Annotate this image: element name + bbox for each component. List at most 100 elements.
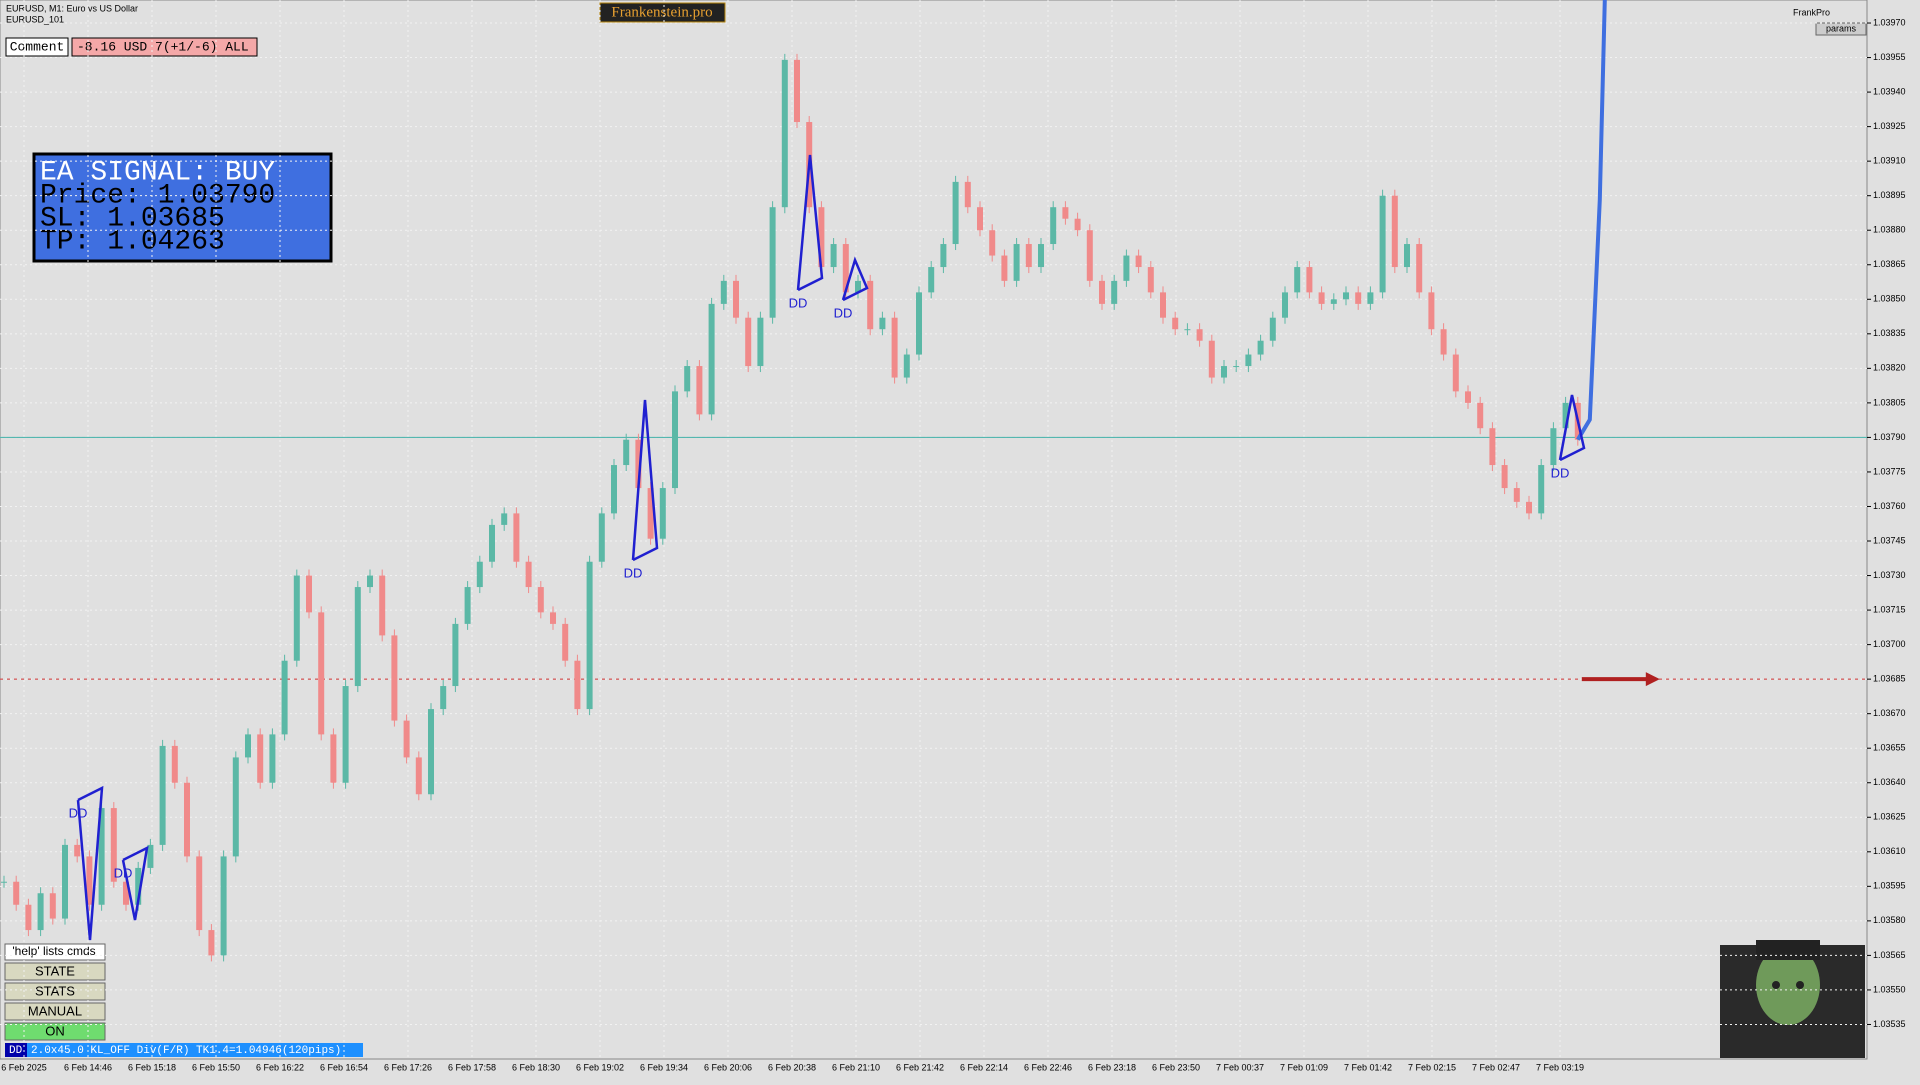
candle: [781, 59, 788, 208]
candle: [1513, 488, 1520, 502]
comment-label[interactable]: Comment: [10, 39, 65, 54]
signal-line: SL: 1.03685: [40, 203, 225, 234]
candle: [110, 808, 117, 882]
y-tick-label: 1.03805: [1873, 397, 1906, 407]
y-tick-label: 1.03925: [1873, 121, 1906, 131]
candle: [415, 757, 422, 795]
candle: [220, 856, 227, 956]
candle: [452, 623, 459, 687]
candle: [501, 513, 508, 525]
button-label[interactable]: ON: [45, 1023, 65, 1038]
candle: [684, 366, 691, 392]
button[interactable]: [4, 1022, 106, 1041]
candle: [269, 734, 276, 783]
candle: [916, 292, 922, 355]
params[interactable]: params: [1826, 23, 1857, 33]
candle: [257, 734, 264, 783]
y-tick-label: 1.03655: [1873, 743, 1906, 753]
x-tick-label: 6 Feb 19:02: [576, 1062, 624, 1072]
button-label[interactable]: STATS: [35, 983, 75, 998]
help: 'help' lists cmds: [12, 944, 95, 958]
x-tick-label: 6 Feb 16:54: [320, 1062, 368, 1072]
tp-path: [1576, 0, 1607, 441]
candle: [842, 244, 849, 293]
button[interactable]: [4, 962, 106, 981]
x-tick-label: 7 Feb 03:19: [1536, 1062, 1584, 1072]
comment-box: [71, 37, 258, 57]
x-tick-label: 6 Feb 23:50: [1152, 1062, 1200, 1072]
candle: [1013, 244, 1020, 281]
candle: [855, 280, 861, 293]
y-tick-label: 1.03820: [1873, 363, 1906, 373]
user: FrankPro: [1793, 7, 1830, 17]
candle: [891, 317, 898, 378]
candle: [196, 856, 203, 931]
candle: [208, 930, 215, 956]
candle: [476, 561, 483, 588]
y-tick-label: 1.03535: [1873, 1019, 1906, 1029]
candle: [1062, 207, 1069, 219]
candle: [794, 59, 800, 123]
candle: [464, 587, 471, 624]
y-tick-label: 1.03910: [1873, 156, 1906, 166]
x-tick-label: 7 Feb 01:42: [1344, 1062, 1392, 1072]
candle: [171, 745, 178, 783]
button[interactable]: [4, 1002, 106, 1021]
candle: [1184, 329, 1191, 331]
candle: [1099, 280, 1105, 304]
candle: [562, 623, 569, 661]
candle: [659, 488, 666, 539]
candle: [757, 317, 764, 367]
y-tick-label: 1.03595: [1873, 881, 1906, 891]
x-tick-label: 6 Feb 23:18: [1088, 1062, 1136, 1072]
template: EURUSD_101: [6, 14, 64, 24]
candle: [1355, 292, 1362, 304]
candle: [977, 207, 983, 231]
candle: [1074, 218, 1081, 231]
candle: [245, 734, 251, 758]
candle: [1086, 230, 1093, 281]
button[interactable]: [4, 982, 106, 1001]
y-tick-label: 1.03610: [1873, 846, 1906, 856]
brand[interactable]: Frankenstein.pro: [611, 4, 712, 20]
candle: [745, 317, 752, 367]
candle: [1477, 402, 1484, 429]
pattern-label: DD: [69, 805, 88, 820]
pattern-label: DD: [789, 295, 808, 310]
candle: [1416, 244, 1423, 293]
candle: [550, 612, 556, 624]
button-label[interactable]: MANUAL: [28, 1003, 82, 1018]
brand-box: [599, 2, 726, 23]
candle: [1208, 340, 1215, 378]
candle: [1196, 329, 1203, 341]
button-label[interactable]: STATE: [35, 963, 75, 978]
candle: [928, 267, 935, 293]
candle: [1160, 292, 1166, 318]
pattern: [841, 256, 869, 302]
y-tick-label: 1.03640: [1873, 777, 1906, 787]
symbol: EURUSD, M1: Euro vs US Dollar: [6, 3, 138, 13]
x-tick-label: 6 Feb 22:14: [960, 1062, 1008, 1072]
candle: [574, 660, 581, 710]
x-tick-label: 6 Feb 21:42: [896, 1062, 944, 1072]
candle: [184, 782, 190, 857]
candle: [1428, 292, 1435, 330]
candle: [1489, 428, 1496, 466]
candle: [1111, 280, 1118, 304]
candle: [867, 280, 874, 330]
candle: [647, 488, 654, 539]
candle: [1221, 366, 1227, 378]
pattern: [796, 154, 824, 292]
x-tick-label: 7 Feb 02:15: [1408, 1062, 1456, 1072]
candle: [159, 745, 166, 845]
candle: [513, 513, 520, 562]
y-tick-label: 1.03850: [1873, 294, 1906, 304]
candle: [1135, 255, 1142, 268]
comment-button[interactable]: [5, 37, 69, 57]
candle: [1, 881, 7, 883]
pattern-label: DD: [624, 565, 643, 580]
status-bar: [5, 1043, 363, 1057]
x-tick-label: 6 Feb 20:38: [768, 1062, 816, 1072]
